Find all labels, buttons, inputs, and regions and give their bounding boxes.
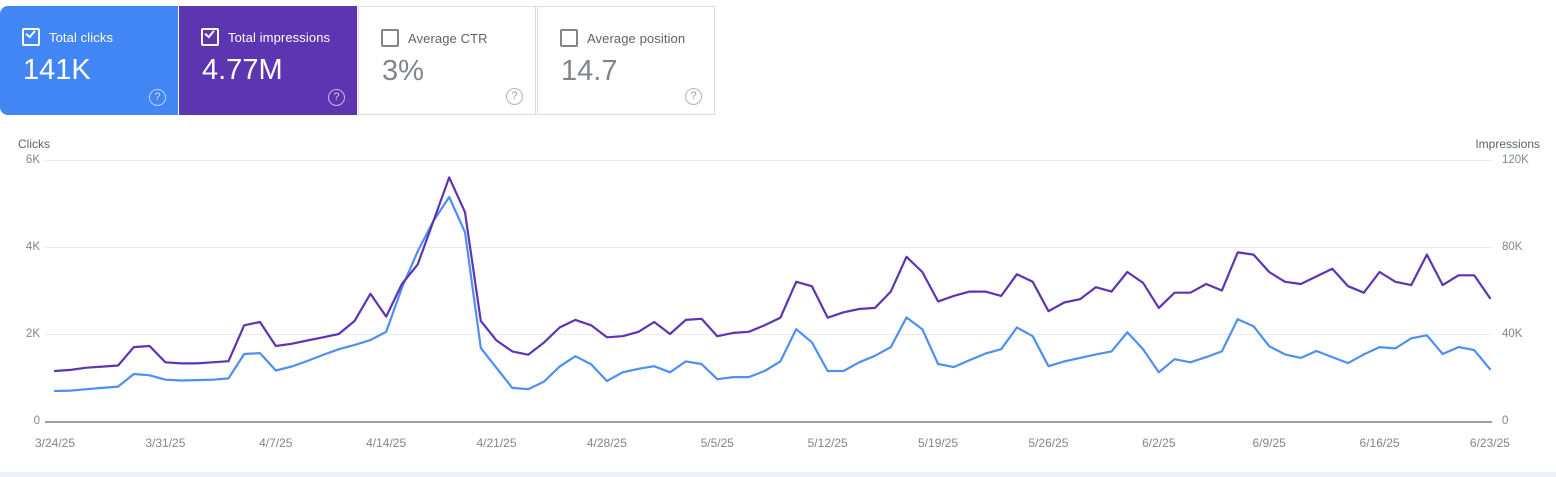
left-axis-title: Clicks [18,137,50,151]
x-axis-label: 5/26/25 [1028,436,1069,450]
x-axis-label: 4/21/25 [476,436,517,450]
help-icon[interactable]: ? [149,89,166,106]
help-icon[interactable]: ? [685,88,702,105]
checkbox-checked-icon[interactable] [22,28,40,46]
metric-card-average-position[interactable]: Average position 14.7 ? [537,6,715,115]
y-tick-right: 0 [1502,415,1509,427]
y-tick-right: 120K [1502,154,1529,166]
metric-card-value: 3% [382,55,424,87]
y-tick-left: 0 [33,415,40,427]
checkbox-unchecked-icon[interactable] [381,29,399,47]
x-axis-label: 5/12/25 [807,436,848,450]
bottom-edge-strip [0,472,1556,477]
checkbox-checked-icon[interactable] [201,28,219,46]
checkbox-unchecked-icon[interactable] [560,29,578,47]
x-axis-label: 4/7/25 [259,436,293,450]
y-tick-right: 40K [1502,328,1523,340]
x-axis-label: 4/28/25 [586,436,627,450]
gridline-6k [45,160,1492,161]
x-axis-label: 4/14/25 [366,436,407,450]
x-axis-label: 5/5/25 [700,436,734,450]
gridline-2k [45,334,1492,335]
y-tick-left: 4K [25,241,40,253]
right-axis-title: Impressions [1475,137,1540,151]
series-line-impressions [53,176,1492,373]
help-icon[interactable]: ? [506,88,523,105]
metric-card-average-ctr[interactable]: Average CTR 3% ? [358,6,536,115]
metric-card-value: 14.7 [561,55,618,87]
metric-card-total-clicks[interactable]: Total clicks 141K ? [0,6,178,115]
y-tick-left: 2K [25,328,40,340]
metric-card-value: 141K [23,54,91,86]
metric-card-value: 4.77M [202,54,283,86]
x-axis-label: 6/23/25 [1469,436,1510,450]
x-axis-label: 3/24/25 [34,436,76,450]
x-axis-label: 6/9/25 [1252,436,1286,450]
series-line-clicks [53,195,1492,393]
help-icon[interactable]: ? [328,89,345,106]
chart-lines [53,176,1492,393]
y-tick-left: 6K [25,154,40,166]
metric-card-total-impressions[interactable]: Total impressions 4.77M ? [179,6,357,115]
y-tick-right: 80K [1502,241,1523,253]
metric-cards-row: Total clicks 141K ? Total impressions 4.… [0,6,716,115]
metric-card-label: Total clicks [49,29,114,45]
x-axis-label: 3/31/25 [145,436,186,450]
x-axis-label: 6/2/25 [1142,436,1176,450]
metric-card-label: Average position [587,30,686,46]
metric-card-label: Average CTR [408,30,488,46]
gridline-4k [45,247,1492,248]
x-axis-line [45,421,1492,423]
x-axis-label: 6/16/25 [1359,436,1400,450]
x-axis-label: 5/19/25 [918,436,959,450]
metric-card-label: Total impressions [228,29,331,45]
